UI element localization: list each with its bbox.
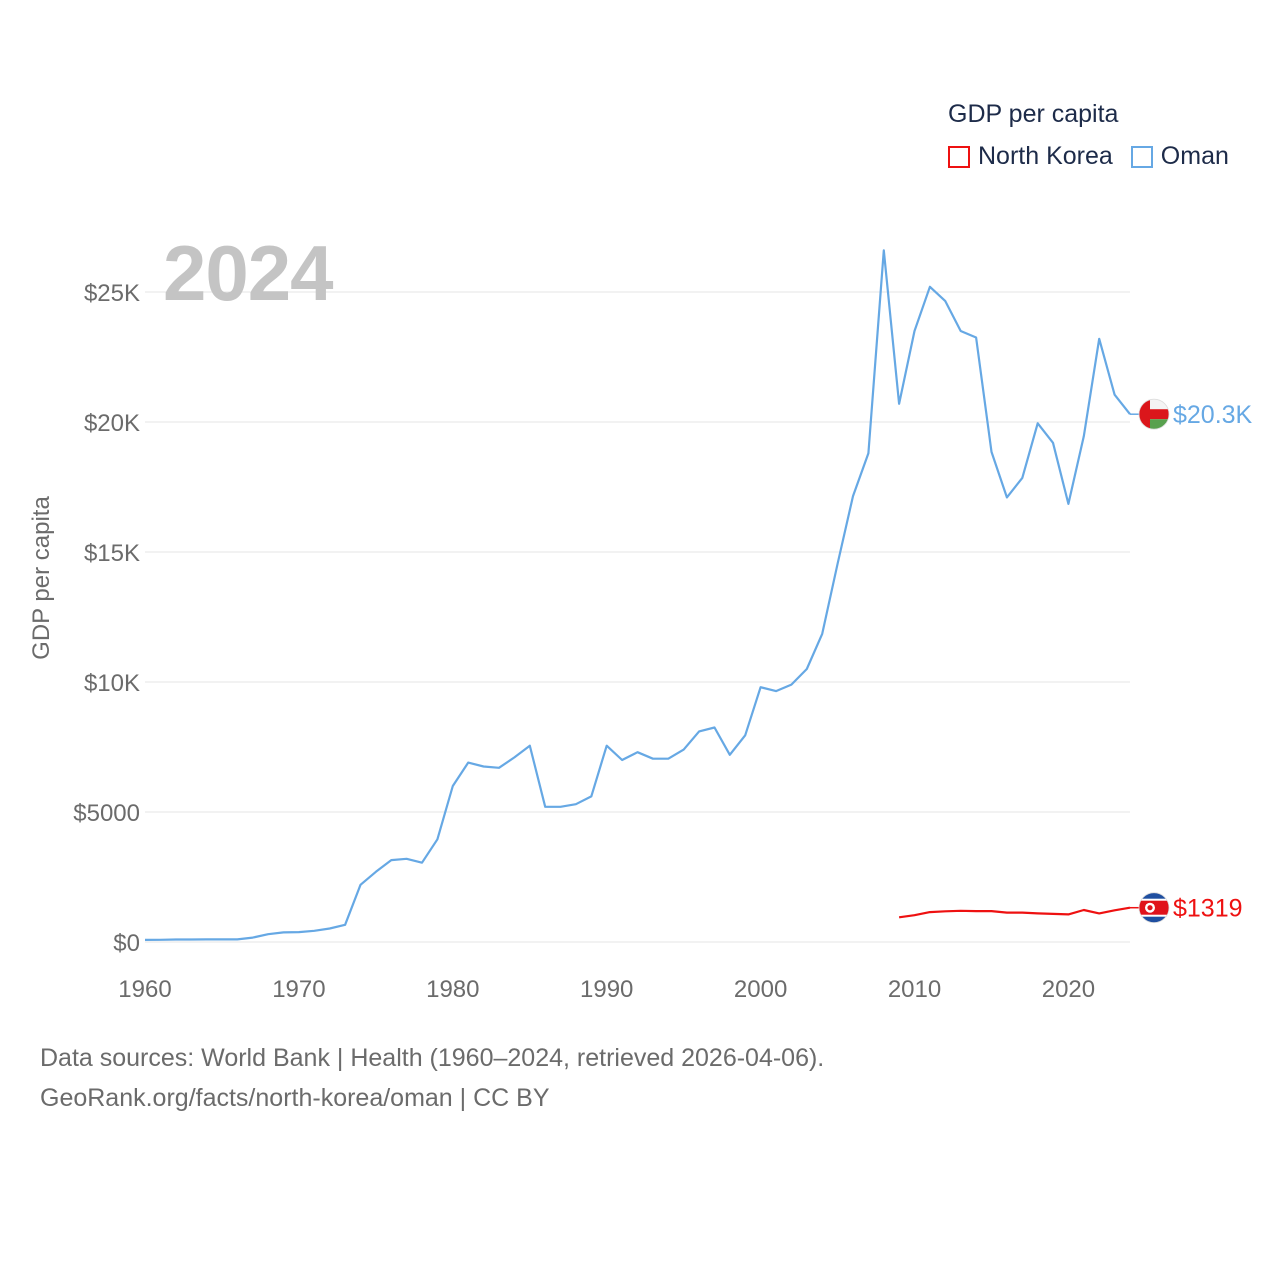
x-tick-label: 1980 — [426, 976, 479, 1003]
legend-item-oman[interactable]: Oman — [1130, 142, 1229, 171]
y-tick-label: $0 — [113, 930, 140, 957]
north-korea-flag-icon — [1138, 892, 1170, 924]
legend-swatch-oman — [1130, 145, 1153, 168]
y-axis-label: GDP per capita — [28, 496, 55, 660]
series-lines — [144, 249, 1131, 942]
footer-data-sources: Data sources: World Bank | Health (1960–… — [40, 1044, 825, 1072]
x-tick-label: 1970 — [272, 976, 325, 1003]
y-axis-ticks: $0 $5000 $10K $15K $20K $25K — [73, 280, 140, 957]
legend-title: GDP per capita — [948, 100, 1119, 128]
legend-swatch-north-korea — [948, 145, 970, 168]
x-tick-label: 2000 — [734, 976, 787, 1003]
series-line-north-korea — [898, 906, 1131, 919]
x-tick-label: 2010 — [888, 976, 941, 1003]
end-label-oman: $20.3K — [1173, 401, 1253, 429]
x-tick-label: 1990 — [580, 976, 633, 1003]
y-tick-label: $10K — [84, 670, 140, 697]
footer-credit: GeoRank.org/facts/north-korea/oman | CC … — [40, 1084, 550, 1112]
legend: North Korea Oman — [948, 142, 1247, 171]
series-line-oman — [144, 249, 1131, 942]
oman-flag-icon — [1138, 398, 1170, 430]
x-axis-ticks: 1960 1970 1980 1990 2000 2010 2020 — [118, 976, 1095, 1003]
series-end-markers: $20.3K $1319 — [1130, 398, 1253, 924]
y-tick-label: $20K — [84, 410, 140, 437]
legend-label-north-korea: North Korea — [978, 142, 1113, 170]
x-tick-label: 1960 — [118, 976, 171, 1003]
grid-lines — [145, 291, 1130, 943]
y-tick-label: $15K — [84, 540, 140, 567]
legend-item-north-korea[interactable]: North Korea — [948, 142, 1113, 171]
legend-label-oman: Oman — [1160, 142, 1229, 170]
y-tick-label: $25K — [84, 280, 140, 307]
end-label-north-korea: $1319 — [1173, 895, 1243, 923]
x-tick-label: 2020 — [1042, 976, 1095, 1003]
year-label: 2024 — [163, 229, 334, 317]
y-tick-label: $5000 — [73, 800, 140, 827]
